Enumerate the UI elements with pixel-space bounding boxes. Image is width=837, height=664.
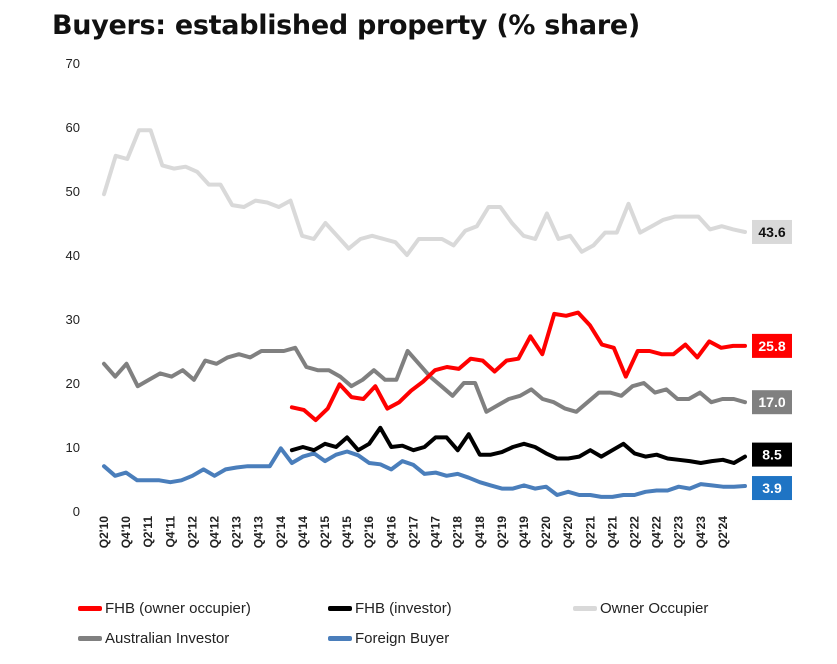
series-line-australian-investor [102, 345, 747, 414]
x-tick-label: Q2'13 [230, 516, 244, 549]
legend-label: FHB (owner occupier) [105, 600, 251, 617]
end-label-box-foreign-buyer [752, 476, 792, 501]
x-tick-label: Q2'17 [406, 516, 420, 549]
legend-swatch [328, 606, 352, 611]
legend-label: Foreign Buyer [355, 630, 450, 647]
y-axis: 0 10 20 30 40 50 60 70 [66, 56, 80, 519]
x-tick-label: Q4'10 [119, 516, 133, 549]
x-tick-label: Q4'17 [429, 516, 443, 549]
y-tick-label: 60 [66, 120, 80, 135]
end-label-box-owner-occupier [752, 219, 792, 244]
end-label-box-fhb-owner-occupier [752, 333, 792, 358]
x-tick-label: Q4'21 [605, 516, 619, 549]
x-tick-label: Q4'13 [252, 516, 266, 549]
series-line-fhb-investor [289, 425, 747, 465]
x-tick-label: Q2'19 [495, 516, 509, 549]
series-line-fhb-owner-occupier [289, 310, 747, 423]
x-tick-label: Q4'14 [296, 516, 310, 549]
x-tick-label: Q2'23 [672, 516, 686, 549]
x-tick-label: Q2'18 [451, 516, 465, 549]
legend-item-australian-investor: Australian Investor [78, 630, 229, 647]
end-label-fhb-owner-occupier: 25.8 [758, 338, 785, 354]
end-label-foreign-buyer: 3.9 [762, 480, 782, 496]
x-axis: Q2'10 Q4'10 Q2'11 Q4'11 Q2'12 Q4'12 Q2'13 Q4'13… [97, 516, 730, 549]
x-tick-label: Q4'11 [163, 516, 177, 548]
y-tick-label: 10 [66, 440, 80, 455]
end-label-box-australian-investor [752, 390, 792, 415]
x-tick-label: Q4'23 [694, 516, 708, 549]
legend-label: Australian Investor [105, 630, 230, 647]
legend-item-owner-occupier: Owner Occupier [573, 600, 708, 617]
x-tick-label: Q2'24 [716, 516, 730, 549]
x-tick-label: Q2'12 [185, 516, 199, 549]
legend-swatch [573, 606, 597, 611]
x-tick-label: Q4'19 [517, 516, 531, 549]
legend-label: FHB (investor) [355, 600, 452, 617]
x-tick-label: Q4'20 [561, 516, 575, 549]
y-tick-label: 40 [66, 248, 80, 263]
x-tick-label: Q4'16 [384, 516, 398, 549]
end-label-fhb-investor: 8.5 [762, 447, 782, 463]
y-tick-label: 30 [66, 312, 80, 327]
x-tick-label: Q4'12 [208, 516, 222, 549]
end-label-owner-occupier: 43.6 [758, 224, 785, 240]
y-tick-label: 20 [66, 376, 80, 391]
x-tick-label: Q4'18 [473, 516, 487, 549]
x-tick-label: Q2'15 [318, 516, 332, 549]
legend-label: Owner Occupier [600, 600, 709, 617]
y-tick-label: 0 [73, 504, 80, 519]
x-tick-label: Q4'15 [340, 516, 354, 549]
plot-area [102, 128, 747, 499]
legend-swatch [78, 606, 102, 611]
chart-title: Buyers: established property (% share) [52, 10, 640, 41]
legend-swatch [78, 636, 102, 641]
x-tick-label: Q2'14 [274, 516, 288, 549]
x-tick-label: Q2'11 [141, 516, 155, 548]
legend-swatch [328, 636, 352, 641]
x-tick-label: Q4'22 [650, 516, 664, 549]
x-tick-label: Q2'10 [97, 516, 111, 549]
x-tick-label: Q2'16 [362, 516, 376, 549]
x-tick-label: Q2'22 [627, 516, 641, 549]
legend-item-foreign-buyer: Foreign Buyer [328, 630, 449, 647]
x-tick-label: Q2'21 [583, 516, 597, 549]
series-line-owner-occupier [102, 128, 747, 257]
legend-item-fhb-investor: FHB (investor) [328, 600, 452, 617]
y-tick-label: 50 [66, 184, 80, 199]
end-value-labels: 43.6 25.8 17.0 8.5 3.9 [752, 219, 792, 501]
end-label-box-fhb-investor [752, 442, 792, 467]
legend-item-fhb-owner-occupier: FHB (owner occupier) [78, 600, 251, 617]
y-tick-label: 70 [66, 56, 80, 71]
series-line-foreign-buyer [102, 446, 747, 499]
x-tick-label: Q2'20 [539, 516, 553, 549]
end-label-australian-investor: 17.0 [758, 394, 785, 410]
